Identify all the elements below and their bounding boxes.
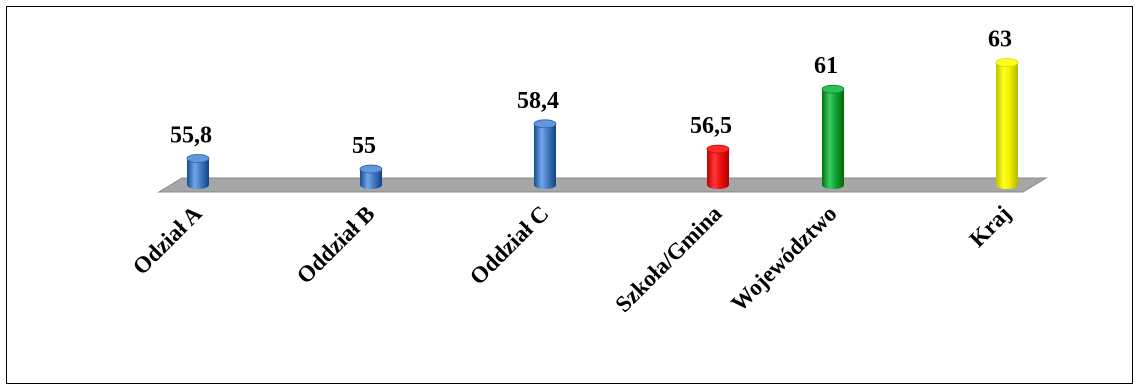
value-label-4: 61 xyxy=(814,53,838,79)
value-label-5: 63 xyxy=(988,27,1012,53)
bar-body-1 xyxy=(360,169,382,189)
category-label-2: Oddział C xyxy=(465,201,554,290)
bar-cap-5 xyxy=(995,58,1019,68)
bar-1 xyxy=(359,164,383,189)
value-label-0: 55,8 xyxy=(170,122,212,148)
bar-body-0 xyxy=(187,158,209,189)
bar-cap-1 xyxy=(359,164,383,174)
bar-body-2 xyxy=(534,123,556,189)
category-label-1: Oddział B xyxy=(292,201,380,289)
bar-body-4 xyxy=(822,89,844,189)
chart-floor xyxy=(157,177,1048,193)
bar-cap-0 xyxy=(186,153,210,163)
category-label-4: Województwo xyxy=(726,201,841,316)
bar-2 xyxy=(533,119,557,189)
value-label-2: 58,4 xyxy=(517,88,559,114)
category-labels-group: Odział A Oddział B Oddział C Szkoła/Gmin… xyxy=(128,201,1016,318)
bar-body-3 xyxy=(707,149,729,189)
value-labels-group: 55,8 55 58,4 56,5 61 63 xyxy=(170,27,1012,159)
bar-cap-2 xyxy=(533,119,557,129)
category-label-5: Kraj xyxy=(964,201,1015,252)
bar-4 xyxy=(821,84,845,189)
bars-group xyxy=(186,58,1019,189)
value-label-3: 56,5 xyxy=(690,113,732,139)
bar-3 xyxy=(706,144,730,189)
bar-0 xyxy=(186,153,210,189)
bar-cap-4 xyxy=(821,84,845,94)
bar-5 xyxy=(995,58,1019,189)
category-label-0: Odział A xyxy=(128,201,207,280)
bar-cap-3 xyxy=(706,144,730,154)
category-label-3: Szkoła/Gmina xyxy=(610,201,727,318)
bar-body-5 xyxy=(996,62,1018,189)
chart-frame xyxy=(6,6,1133,384)
value-label-1: 55 xyxy=(352,133,376,159)
